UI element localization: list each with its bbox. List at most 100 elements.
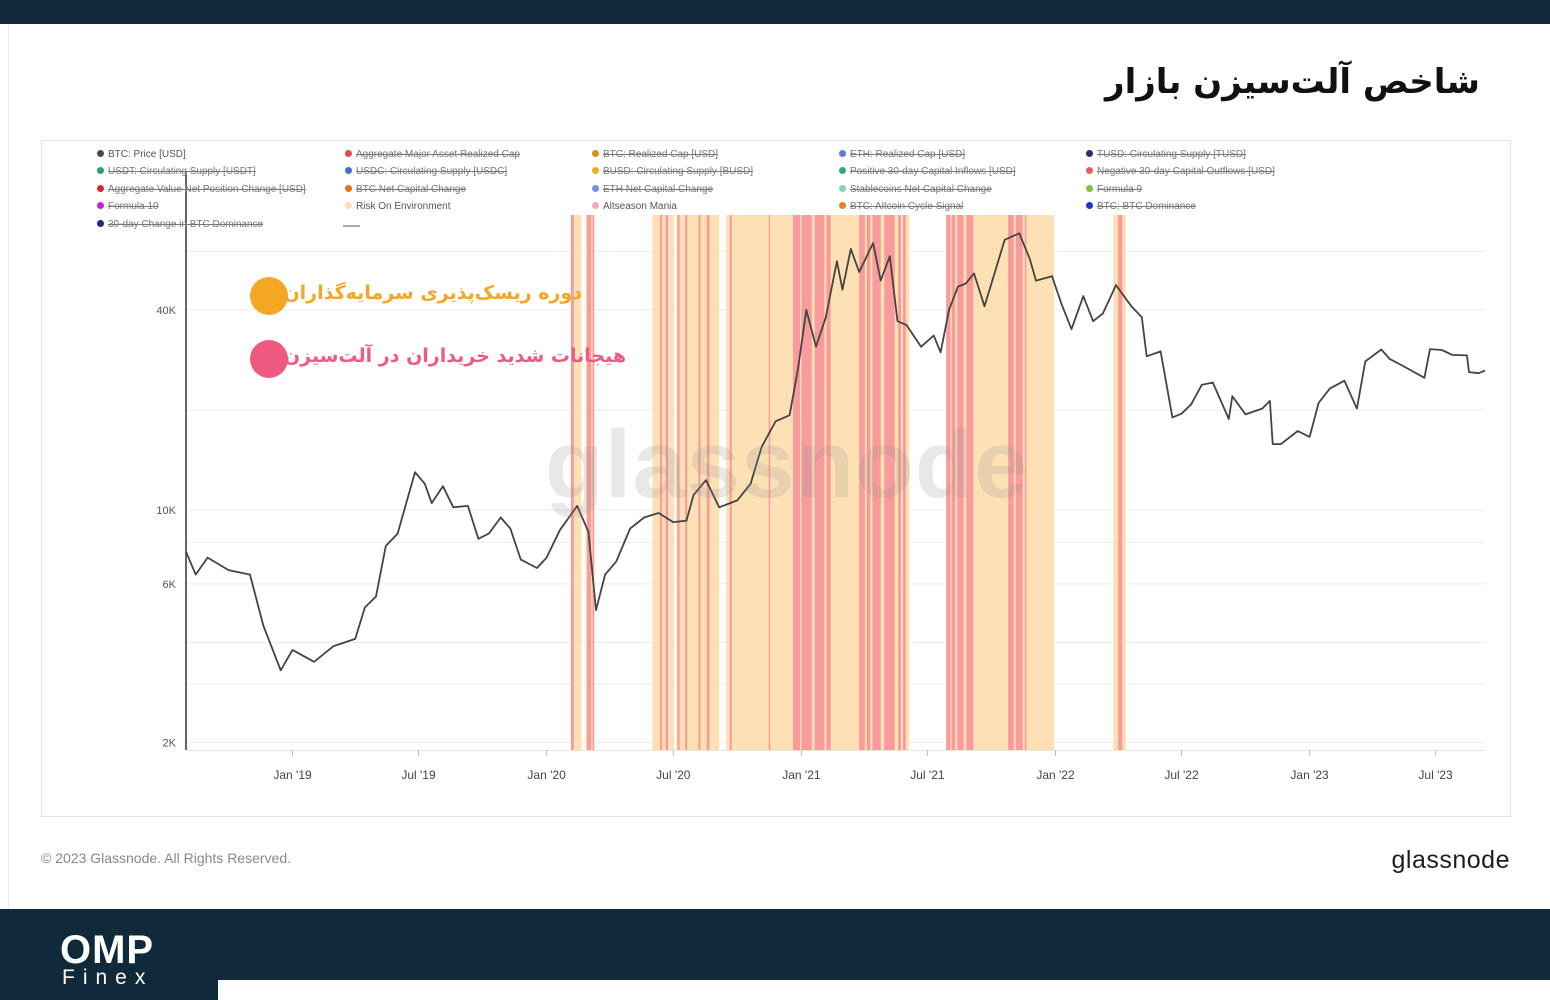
altseason-mania-band (957, 215, 964, 750)
legend-label: USDT: Circulating Supply [USDT] (108, 166, 256, 177)
y-tick-label: 2K (163, 738, 177, 750)
altseason-marker-icon (250, 340, 288, 378)
legend-item[interactable]: BTC Net Capital Change (345, 183, 466, 197)
altseason-mania-band (951, 215, 956, 750)
x-tick-label: Jan '19 (273, 768, 312, 782)
legend-label: ETH Net Capital Change (603, 184, 714, 195)
page-title: شاخص آلت‌سیزن بازار (1105, 62, 1480, 102)
legend-item[interactable]: BUSD: Circulating Supply [BUSD] (592, 165, 753, 179)
legend-swatch-icon (345, 166, 352, 174)
legend-label: BTC: Altcoin Cycle Signal (850, 201, 964, 212)
altseason-mania-band (1024, 215, 1027, 750)
brand-logo-finex[interactable]: Finex (62, 966, 154, 989)
altseason-mania-band (884, 215, 895, 750)
legend-item[interactable]: USDT: Circulating Supply [USDT] (97, 165, 256, 179)
legend-swatch-icon (97, 149, 104, 157)
legend-swatch-icon (97, 201, 104, 209)
top-bar (0, 0, 1550, 24)
legend-swatch-icon (839, 201, 846, 209)
legend-item[interactable]: ETH Net Capital Change (592, 183, 713, 197)
legend-label: Stablecoins Net Capital Change (850, 184, 992, 195)
altseason-mania-band (768, 215, 771, 750)
legend-item[interactable]: Formula 10 (97, 200, 159, 214)
legend-item[interactable]: Aggregate Major Asset Realized Cap (345, 148, 520, 162)
risk-on-marker-icon (250, 277, 288, 315)
legend-label: Aggregate Value Net Position Change [USD… (108, 184, 306, 195)
legend-swatch-icon (345, 149, 352, 157)
legend-item[interactable]: BTC: Realized Cap [USD] (592, 148, 718, 162)
altseason-mania-band (966, 215, 974, 750)
legend-swatch-icon (839, 149, 846, 157)
legend-item[interactable]: Formula 9 (1086, 183, 1142, 197)
legend-swatch-icon (345, 184, 352, 192)
legend-label: Risk On Environment (356, 201, 451, 212)
legend-item[interactable]: USDC: Circulating Supply [USDC] (345, 165, 507, 179)
x-tick-label: Jan '21 (782, 768, 821, 782)
copyright-text: © 2023 Glassnode. All Rights Reserved. (41, 850, 292, 866)
altseason-mania-band (1008, 215, 1014, 750)
legend-label: Formula 10 (108, 201, 159, 212)
legend-item[interactable]: BTC: Altcoin Cycle Signal (839, 200, 963, 214)
altseason-mania-band (1118, 215, 1123, 750)
altseason-mania-band (793, 215, 800, 750)
x-tick-label: Jul '22 (1164, 768, 1199, 782)
risk-on-band (946, 215, 1055, 750)
altseason-mania-band (801, 215, 812, 750)
legend-swatch-icon (839, 166, 846, 174)
legend-label: ETH: Realized Cap [USD] (850, 149, 966, 160)
legend-item[interactable]: TUSD: Circulating Supply [TUSD] (1086, 148, 1246, 162)
risk-on-band (652, 215, 666, 750)
y-tick-label: 6K (163, 579, 177, 591)
side-divider (8, 24, 9, 909)
altseason-mania-band (677, 215, 680, 750)
legend-label: BTC: Price [USD] (108, 149, 186, 160)
legend-item[interactable]: Negative 30-day Capital Outflows [USD] (1086, 165, 1275, 179)
bottom-strip (218, 980, 1550, 1000)
legend-item[interactable]: Altseason Mania (592, 200, 677, 214)
x-tick-label: Jul '20 (656, 768, 691, 782)
legend-item[interactable]: BTC: Price [USD] (97, 148, 186, 162)
altseason-mania-band (946, 215, 951, 750)
altseason-mania-band (898, 215, 901, 750)
altseason-mania-band (1015, 215, 1023, 750)
brand-logo-omp[interactable]: OMP (60, 928, 155, 972)
legend-label: Aggregate Major Asset Realized Cap (356, 149, 520, 160)
legend-item[interactable]: Stablecoins Net Capital Change (839, 183, 992, 197)
btc-price-line (185, 232, 1486, 672)
legend-label: Negative 30-day Capital Outflows [USD] (1097, 166, 1275, 177)
altseason-mania-band (665, 215, 669, 750)
legend-swatch-icon (592, 184, 599, 192)
altseason-mania-band (570, 215, 574, 750)
watermark-text: glassnode (545, 411, 1029, 518)
legend-swatch-icon (592, 149, 599, 157)
glassnode-logo[interactable]: glassnode (1391, 846, 1510, 874)
altseason-mania-band (826, 215, 831, 750)
annotation-altseason-mania: هیجانات شدید خریداران در آلت‌سیزن (283, 345, 626, 367)
altseason-mania-band (866, 215, 871, 750)
legend-swatch-icon (97, 166, 104, 174)
y-tick-label: 40K (156, 305, 176, 317)
risk-on-band (570, 215, 582, 750)
legend-label: BTC Net Capital Change (356, 184, 467, 195)
legend-item[interactable]: Aggregate Value Net Position Change [USD… (97, 183, 306, 197)
legend-item[interactable]: Risk On Environment (345, 200, 450, 214)
legend-label: 30-day Change in BTC Dominance (108, 219, 264, 230)
altseason-mania-band (814, 215, 825, 750)
risk-on-band (676, 215, 720, 750)
legend-swatch-icon (1086, 149, 1093, 157)
legend-swatch-icon (1086, 201, 1093, 209)
legend-item[interactable]: Positive 30-day Capital Inflows [USD] (839, 165, 1016, 179)
x-tick-label: Jan '20 (527, 768, 566, 782)
legend-label: BTC: BTC Dominance (1097, 201, 1196, 212)
legend-item[interactable]: ETH: Realized Cap [USD] (839, 148, 965, 162)
legend-item[interactable]: 30-day Change in BTC Dominance (97, 218, 263, 232)
x-tick-label: Jul '19 (401, 768, 436, 782)
legend-label: USDC: Circulating Supply [USDC] (356, 166, 508, 177)
legend-swatch-icon (1086, 166, 1093, 174)
chart-legend: BTC: Price [USD] Aggregate Major Asset Re… (55, 148, 1355, 238)
x-tick-label: Jan '22 (1036, 768, 1075, 782)
legend-swatch-icon (592, 166, 599, 174)
legend-item[interactable]: BTC: BTC Dominance (1086, 200, 1196, 214)
annotation-risk-on: دوره ریسک‌پذیری سرمایه‌گذاران (283, 282, 582, 304)
